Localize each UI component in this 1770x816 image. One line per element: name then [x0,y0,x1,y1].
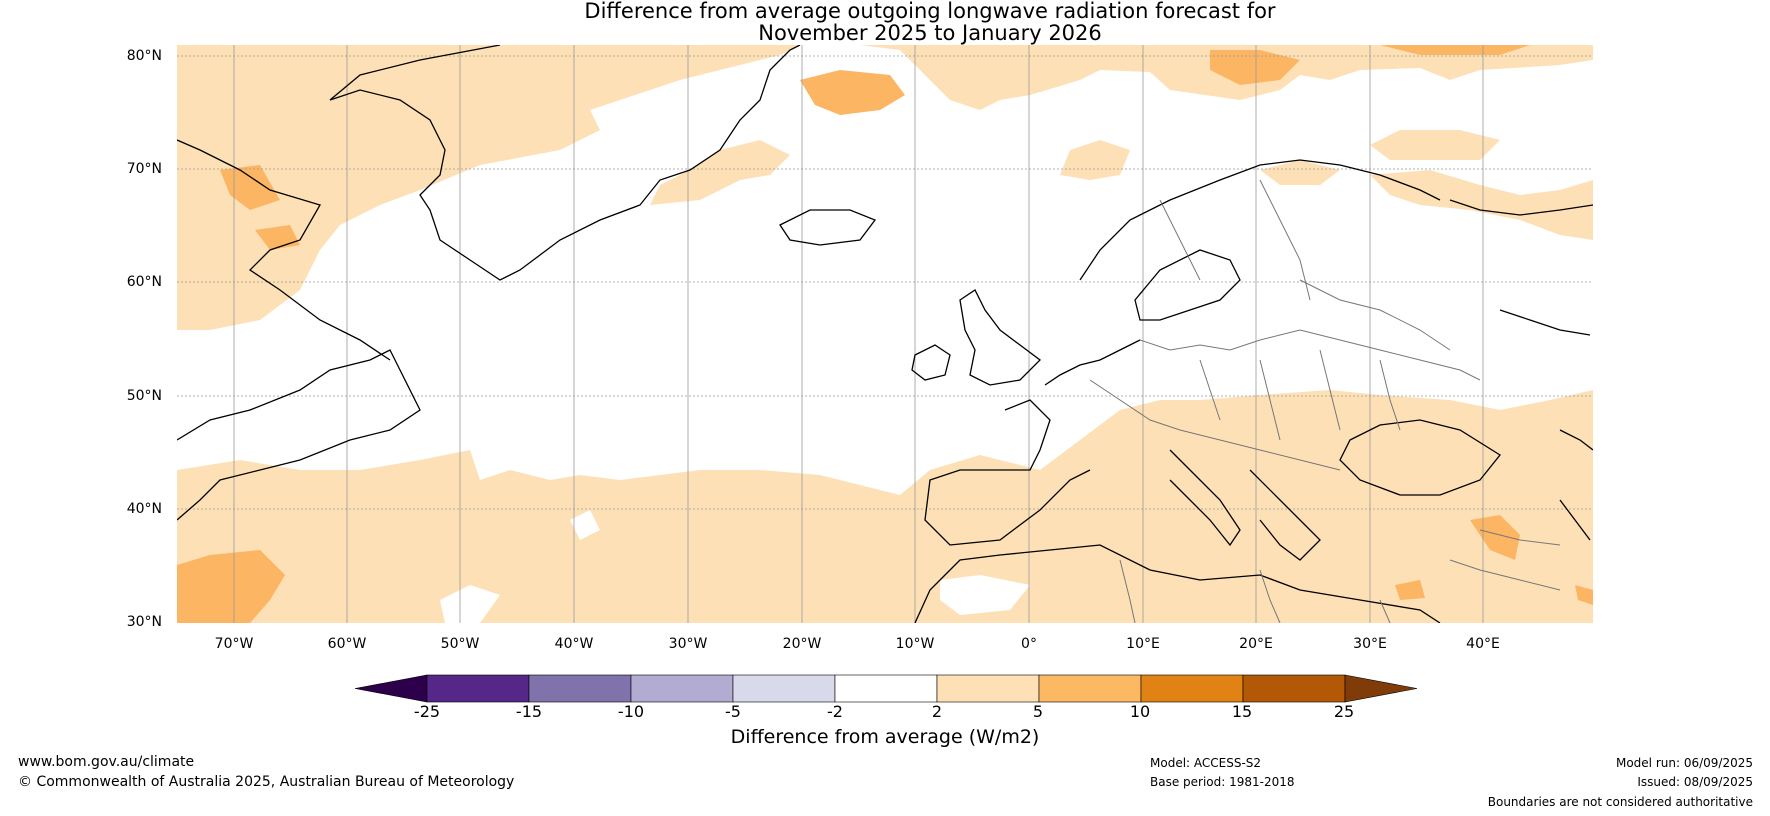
coast-britain [959,289,1041,386]
colorbar-extend-low [354,674,428,703]
coast-greenland [329,45,801,281]
colorbar-segment [1242,674,1346,703]
border-europe-1 [1139,329,1481,381]
colorbar-segment [528,674,632,703]
base-period-text: Base period: 1981-2018 [1150,775,1295,789]
anomaly-strong-iran [1470,515,1520,560]
anomaly-strong-baffin [220,165,280,210]
lon-label-70w: 70°W [214,636,254,652]
colorbar-segment [834,674,938,703]
lat-label-40n: 40°N [126,501,162,517]
chart-title-line1: Difference from average outgoing longwav… [584,0,1276,23]
lon-label-10e: 10°E [1126,636,1160,652]
colorbar-segment [732,674,836,703]
country-borders [1089,179,1561,623]
colorbar-segments [354,674,1418,703]
model-text: Model: ACCESS-S2 [1150,756,1262,770]
lat-label-60n: 60°N [126,274,162,290]
lon-label-60w: 60°W [327,636,367,652]
copyright-text: © Commonwealth of Australia 2025, Austra… [18,774,515,790]
colorbar-segment [1038,674,1142,703]
lat-label-80n: 80°N [126,48,162,64]
coast-russia-north [1449,199,1593,336]
anomaly-region-kara [1370,130,1500,160]
colorbar-tick-label: 15 [1231,702,1253,721]
anomaly-region-barents [1260,160,1340,185]
website-link[interactable]: www.bom.gov.au/climate [18,754,195,770]
colorbar-tick-label: -5 [725,702,741,721]
neutral-region-atlantic-south [440,585,500,623]
colorbar-tick-label: 2 [931,702,943,721]
coast-caspian [1559,429,1593,541]
border-middle-east [1449,529,1561,591]
lon-label-40w: 40°W [554,636,594,652]
lon-label-50w: 50°W [440,636,480,652]
colorbar-segment [426,674,530,703]
anomaly-shading [177,45,1593,623]
colorbar-tick-label: -10 [617,702,645,721]
coast-italy [1169,449,1241,547]
anomaly-strong-atlantic-sw [177,550,285,623]
lon-label-0: 0° [1021,636,1037,652]
border-europe-2 [1089,379,1341,471]
lat-label-50n: 50°N [126,388,162,404]
border-europe-3 [1199,349,1401,441]
chart-title-line2: November 2025 to January 2026 [758,21,1102,45]
colorbar-segment [630,674,734,703]
coast-europe-west [924,339,1141,546]
anomaly-strong-gulf [1575,585,1593,605]
lon-label-30w: 30°W [668,636,708,652]
issued-text: Issued: 08/09/2025 [1637,775,1753,789]
anomaly-strong-greenland [800,70,905,115]
lat-label-30n: 30°N [126,614,162,630]
border-scandinavia [1159,179,1311,301]
anomaly-strong-arctic-ne [1380,45,1530,55]
coast-scandinavia [1079,159,1441,321]
disclaimer-text: Boundaries are not considered authoritat… [1487,795,1753,809]
anomaly-region-iceland-east [1060,140,1130,180]
anomaly-region-labrador [177,45,800,330]
lon-label-20e: 20°E [1239,636,1273,652]
colorbar-extend-high [1344,674,1418,703]
lon-label-30e: 30°E [1353,636,1387,652]
coast-ireland [911,344,951,381]
lon-label-20w: 20°W [782,636,822,652]
colorbar-tick-label: 5 [1032,702,1044,721]
colorbar-tick-label: 25 [1333,702,1355,721]
coast-black-sea [1339,419,1501,496]
lat-label-70n: 70°N [126,161,162,177]
colorbar-segment [1140,674,1244,703]
anomaly-region-subtropics [177,390,1593,623]
colorbar-tick-label: 10 [1129,702,1151,721]
coast-labrador [177,349,421,521]
coast-greenland-north [329,45,501,101]
colorbar-title: Difference from average (W/m2) [730,726,1040,748]
colorbar-segment [936,674,1040,703]
anomaly-region-scandinavia-east [1370,170,1593,240]
coastlines [177,45,1593,623]
model-run-text: Model run: 06/09/2025 [1615,756,1753,770]
anomaly-strong-svalbard [1210,50,1300,85]
lon-label-10w: 10°W [895,636,935,652]
coast-iceland [779,209,877,246]
colorbar-tick-label: -15 [515,702,543,721]
neutral-region-azores [570,510,600,540]
coast-balkans [1249,469,1321,561]
neutral-region-morocco [940,575,1030,615]
coast-africa-north [914,544,1441,623]
lon-label-40e: 40°E [1466,636,1500,652]
colorbar-tick-label: -25 [413,702,441,721]
colorbar-tick-label: -2 [827,702,843,721]
anomaly-strong-egypt [1395,580,1425,600]
coast-hudson [177,139,391,361]
border-africa [1119,559,1391,623]
anomaly-region-greenland-east [650,140,790,205]
border-russia [1299,279,1451,351]
